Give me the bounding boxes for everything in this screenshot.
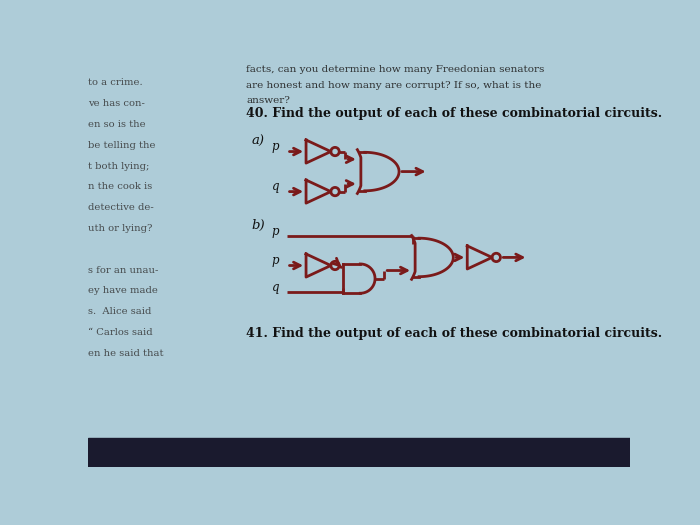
Text: “ Carlos said: “ Carlos said (88, 328, 153, 337)
Bar (88, 438, 630, 467)
Text: uth or lying?: uth or lying? (88, 224, 153, 233)
Text: 40. Find the output of each of these combinatorial circuits.: 40. Find the output of each of these com… (246, 107, 662, 120)
Text: s.  Alice said: s. Alice said (88, 307, 152, 316)
Text: facts, can you determine how many Freedonian senators: facts, can you determine how many Freedo… (246, 65, 545, 75)
Text: be telling the: be telling the (88, 141, 156, 150)
Text: p: p (272, 225, 279, 238)
Text: ve has con-: ve has con- (88, 99, 145, 108)
Text: 41. Find the output of each of these combinatorial circuits.: 41. Find the output of each of these com… (246, 327, 662, 340)
Text: q: q (272, 181, 279, 194)
Text: detective de-: detective de- (88, 203, 154, 212)
Text: ey have made: ey have made (88, 286, 158, 295)
Text: p: p (272, 255, 279, 267)
Text: s for an unau-: s for an unau- (88, 266, 159, 275)
Text: q: q (272, 280, 279, 293)
Text: to a crime.: to a crime. (88, 78, 143, 87)
Text: answer?: answer? (246, 96, 290, 105)
Text: en he said that: en he said that (88, 349, 164, 358)
Text: p: p (272, 140, 279, 153)
Text: are honest and how many are corrupt? If so, what is the: are honest and how many are corrupt? If … (246, 81, 542, 90)
Text: t both lying;: t both lying; (88, 162, 150, 171)
Text: b): b) (252, 219, 265, 232)
Text: a): a) (252, 134, 265, 148)
Text: en so is the: en so is the (88, 120, 146, 129)
Text: n the cook is: n the cook is (88, 182, 153, 191)
